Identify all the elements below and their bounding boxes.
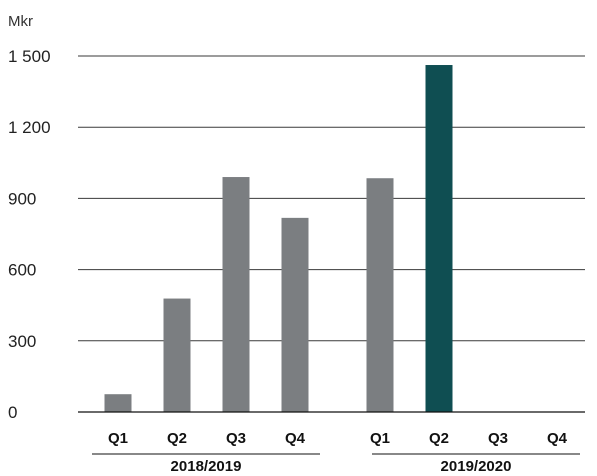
x-tick-label: Q1 — [108, 430, 128, 447]
x-axis-ticks: Q1 Q2 Q3 Q4 Q1 Q2 Q3 Q4 — [108, 430, 568, 447]
y-tick-label: 300 — [8, 332, 36, 351]
x-tick-label: Q3 — [488, 430, 508, 447]
y-tick-label: 1 500 — [8, 47, 51, 66]
bar-2018-2019-q4 — [281, 217, 309, 412]
y-tick-label: 900 — [8, 189, 36, 208]
x-tick-label: Q3 — [226, 430, 246, 447]
group-labels: 2018/2019 2019/2020 — [92, 453, 580, 475]
bars — [104, 65, 453, 412]
group-label: 2019/2020 — [441, 458, 512, 475]
bar-2018-2019-q1 — [104, 394, 132, 412]
bar-2018-2019-q2 — [163, 298, 191, 412]
y-axis-ticks: 0 300 600 900 1 200 1 500 — [8, 47, 51, 422]
x-tick-label: Q1 — [370, 430, 390, 447]
x-tick-label: Q2 — [167, 430, 187, 447]
group-label: 2018/2019 — [171, 458, 242, 475]
y-tick-label: 1 200 — [8, 118, 51, 137]
x-tick-label: Q4 — [547, 430, 568, 447]
unit-label: Mkr — [8, 13, 33, 30]
x-tick-label: Q2 — [429, 430, 449, 447]
bar-2019-2020-q2 — [425, 65, 453, 412]
bar-2018-2019-q3 — [222, 177, 250, 412]
y-tick-label: 600 — [8, 261, 36, 280]
y-tick-label: 0 — [8, 403, 17, 422]
bar-2019-2020-q1 — [366, 178, 394, 412]
gridlines — [78, 55, 585, 342]
x-tick-label: Q4 — [285, 430, 306, 447]
